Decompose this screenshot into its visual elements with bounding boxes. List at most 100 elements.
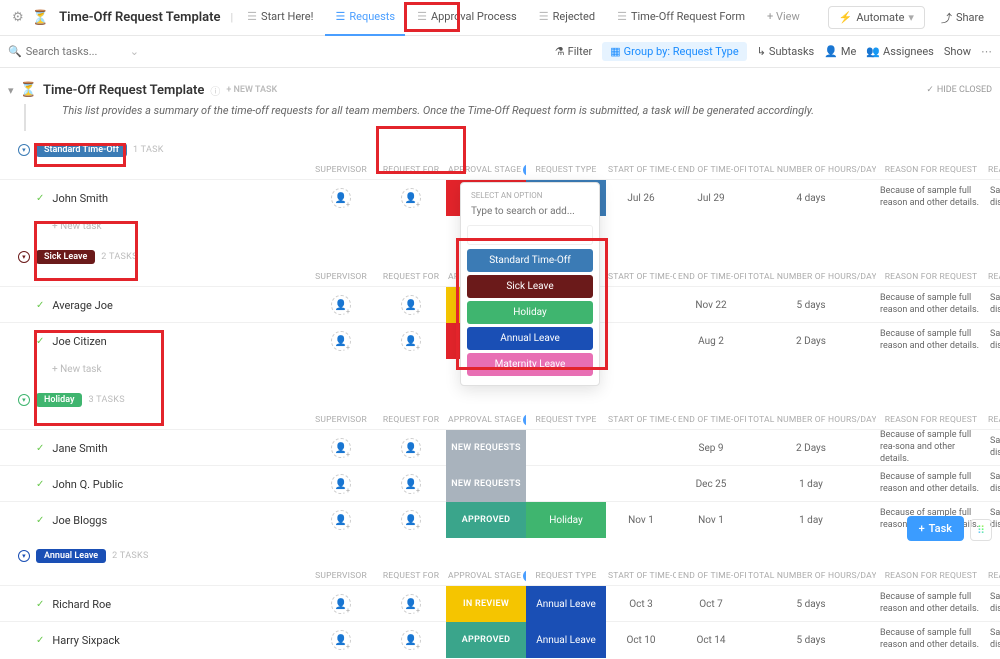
column-header[interactable]: REQUEST FOR: [376, 571, 446, 581]
column-header[interactable]: REQUEST FOR: [376, 165, 446, 175]
assignee-avatar[interactable]: 👤: [401, 188, 421, 208]
collapse-icon[interactable]: ▾: [18, 550, 30, 562]
column-header[interactable]: REASON FOR REQUEST: [876, 272, 986, 282]
column-header[interactable]: REASON FOR REQUEST: [876, 571, 986, 581]
assignee-avatar[interactable]: 👤: [331, 331, 351, 351]
assignees-button[interactable]: 👥Assignees: [866, 45, 934, 58]
search-box[interactable]: 🔍 ⌄: [8, 45, 547, 58]
column-header[interactable]: APPROVAL STAGE↑: [446, 414, 526, 426]
chevron-down-icon[interactable]: ⌄: [130, 45, 139, 58]
me-button[interactable]: 👤Me: [824, 45, 856, 58]
dropdown-empty-option[interactable]: [467, 225, 593, 245]
assignee-avatar[interactable]: 👤: [331, 630, 351, 650]
group-header[interactable]: ▾Holiday3 TASKS: [0, 389, 1000, 411]
column-header[interactable]: START OF TIME-OFF: [606, 571, 676, 581]
dropdown-option[interactable]: Maternity Leave: [467, 353, 593, 376]
tab-time-off-request-form[interactable]: ☰Time-Off Request Form: [607, 0, 755, 36]
assignee-avatar[interactable]: 👤: [331, 188, 351, 208]
task-row[interactable]: ✓Joe Bloggs👤👤APPROVEDHolidayNov 1Nov 11 …: [0, 501, 1000, 537]
column-header[interactable]: START OF TIME-OFF: [606, 272, 676, 282]
assignee-avatar[interactable]: 👤: [331, 474, 351, 494]
column-header[interactable]: TOTAL NUMBER OF HOURS/DAYS REQUESTED: [746, 415, 876, 425]
info-icon[interactable]: ⓘ: [210, 83, 220, 98]
column-header[interactable]: APPROVAL STAGE↑: [446, 164, 526, 176]
search-input[interactable]: [26, 45, 126, 58]
assignee-avatar[interactable]: 👤: [331, 594, 351, 614]
task-row[interactable]: ✓Jane Smith👤👤NEW REQUESTSSep 92 DaysBeca…: [0, 429, 1000, 465]
column-header[interactable]: APPROVAL STAGE↑: [446, 570, 526, 582]
show-button[interactable]: Show: [944, 45, 971, 58]
assignee-avatar[interactable]: 👤: [331, 510, 351, 530]
column-header[interactable]: END OF TIME-OFF: [676, 571, 746, 581]
column-header[interactable]: TOTAL NUMBER OF HOURS/DAYS REQUESTED: [746, 272, 876, 282]
column-header[interactable]: TOTAL NUMBER OF HOURS/DAYS REQUESTED: [746, 571, 876, 581]
dropdown-option[interactable]: Annual Leave: [467, 327, 593, 350]
tab-requests[interactable]: ☰Requests: [325, 0, 405, 36]
column-header[interactable]: REASON FOR DISAPPRO: [986, 571, 1000, 581]
assignee-avatar[interactable]: 👤: [401, 295, 421, 315]
column-header[interactable]: START OF TIME-OFF: [606, 415, 676, 425]
group-header[interactable]: ▾Standard Time-Off1 TASK: [0, 139, 1000, 161]
check-icon[interactable]: ✓: [36, 635, 44, 646]
column-header[interactable]: REASON FOR DISAPPRO: [986, 165, 1000, 175]
column-header[interactable]: REQUEST TYPE: [526, 415, 606, 425]
column-header[interactable]: END OF TIME-OFF: [676, 415, 746, 425]
approval-stage-pill[interactable]: APPROVED: [446, 502, 526, 538]
approval-stage-pill[interactable]: NEW REQUESTS: [446, 466, 526, 502]
column-header[interactable]: REQUEST FOR: [376, 415, 446, 425]
filter-button[interactable]: ⚗Filter: [555, 45, 592, 58]
chevron-down-icon[interactable]: ▾: [8, 84, 14, 97]
dropdown-option[interactable]: Sick Leave: [467, 275, 593, 298]
tab-start-here-[interactable]: ☰Start Here!: [237, 0, 323, 36]
more-icon[interactable]: ⋯: [981, 45, 992, 58]
assignee-avatar[interactable]: 👤: [401, 594, 421, 614]
assignee-avatar[interactable]: 👤: [401, 474, 421, 494]
task-row[interactable]: ✓John Q. Public👤👤NEW REQUESTSDec 251 day…: [0, 465, 1000, 501]
apps-button[interactable]: ⠿: [970, 519, 992, 541]
collapse-icon[interactable]: ▾: [18, 394, 30, 406]
column-header[interactable]: START OF TIME-OFF: [606, 165, 676, 175]
column-header[interactable]: REASON FOR REQUEST: [876, 415, 986, 425]
check-icon[interactable]: ✓: [36, 599, 44, 610]
column-header[interactable]: SUPERVISOR: [306, 165, 376, 175]
column-header[interactable]: REASON FOR DISAPPRO: [986, 415, 1000, 425]
column-header[interactable]: REASON FOR DISAPPRO: [986, 272, 1000, 282]
collapse-icon[interactable]: ▾: [18, 144, 30, 156]
gear-icon[interactable]: ⚙: [8, 10, 28, 25]
column-header[interactable]: SUPERVISOR: [306, 571, 376, 581]
share-button[interactable]: ⤴ Share: [933, 6, 992, 30]
assignee-avatar[interactable]: 👤: [401, 438, 421, 458]
check-icon[interactable]: ✓: [36, 479, 44, 490]
groupby-button[interactable]: ▦Group by: Request Type: [602, 42, 746, 61]
add-task-button[interactable]: + Task: [907, 516, 964, 541]
approval-stage-pill[interactable]: IN REVIEW: [446, 586, 526, 622]
hide-closed-toggle[interactable]: ✓ HIDE CLOSED: [926, 85, 992, 95]
column-header[interactable]: REQUEST TYPE: [526, 571, 606, 581]
assignee-avatar[interactable]: 👤: [401, 331, 421, 351]
request-type-pill[interactable]: Annual Leave: [526, 586, 606, 622]
column-header[interactable]: REQUEST TYPE: [526, 165, 606, 175]
column-header[interactable]: REQUEST FOR: [376, 272, 446, 282]
column-header[interactable]: REASON FOR REQUEST: [876, 165, 986, 175]
assignee-avatar[interactable]: 👤: [331, 295, 351, 315]
tab-rejected[interactable]: ☰Rejected: [529, 0, 605, 36]
task-row[interactable]: ✓Harry Sixpack👤👤APPROVEDAnnual LeaveOct …: [0, 621, 1000, 657]
dropdown-search-input[interactable]: [467, 202, 593, 221]
approval-stage-pill[interactable]: APPROVED: [446, 622, 526, 658]
check-icon[interactable]: ✓: [36, 515, 44, 526]
tab-approval-process[interactable]: ☰Approval Process: [407, 0, 527, 36]
collapse-icon[interactable]: ▾: [18, 251, 30, 263]
check-icon[interactable]: ✓: [36, 300, 44, 311]
assignee-avatar[interactable]: 👤: [401, 630, 421, 650]
column-header[interactable]: SUPERVISOR: [306, 272, 376, 282]
assignee-avatar[interactable]: 👤: [331, 438, 351, 458]
automate-button[interactable]: ⚡ Automate ▾: [828, 6, 925, 29]
approval-stage-pill[interactable]: NEW REQUESTS: [446, 430, 526, 466]
column-header[interactable]: END OF TIME-OFF: [676, 165, 746, 175]
dropdown-option[interactable]: Standard Time-Off: [467, 249, 593, 272]
task-row[interactable]: ✓Richard Roe👤👤IN REVIEWAnnual LeaveOct 3…: [0, 585, 1000, 621]
new-task-header-button[interactable]: + NEW TASK: [226, 85, 277, 95]
check-icon[interactable]: ✓: [36, 336, 44, 347]
add-view-button[interactable]: + View: [757, 0, 810, 36]
dropdown-option[interactable]: Holiday: [467, 301, 593, 324]
